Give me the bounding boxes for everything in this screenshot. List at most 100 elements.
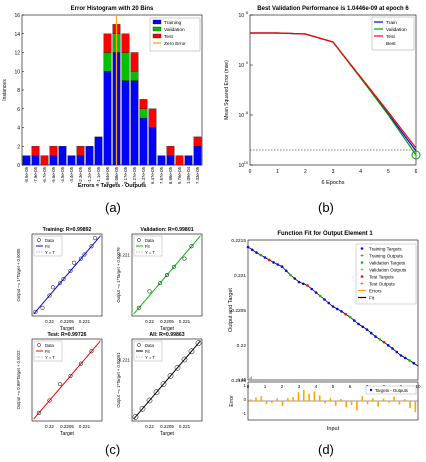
histogram-xlabel: Errors = Targets - Outputs [78, 183, 146, 189]
fit-target-marker [399, 354, 403, 357]
regression-fit-line [33, 235, 101, 315]
fit-target-marker [318, 294, 322, 298]
fit-xtick-label: 10 [415, 384, 421, 389]
histogram-bar-validation-13 [139, 108, 148, 119]
panel-c-regression: Training: R=0.99892 Output ~= 1*Target + … [16, 227, 203, 437]
legend-label-training: Training [164, 20, 181, 26]
performance-legend-label-best: Best [386, 41, 396, 47]
histogram-xtick-label: 2.08e-05 [114, 166, 119, 184]
regression-data-point [71, 260, 77, 265]
performance-ytick-label: 10 [238, 63, 244, 69]
fit-target-marker [391, 347, 394, 350]
performance-ytick-label: 10 [238, 13, 244, 19]
legend-swatch-validation [152, 26, 162, 32]
regression-fit-line [133, 340, 201, 420]
performance-xlabel: 6 Epochs [322, 180, 345, 186]
error-legend-swatch [369, 388, 373, 392]
histogram-xtick-label: 3.17e-05 [123, 166, 128, 184]
performance-xtick-label: 3 [332, 169, 335, 175]
histogram-bar-test-16 [166, 146, 175, 156]
regression-legend-label: Data [45, 343, 55, 348]
regression-legend-box [33, 235, 63, 257]
fit-target-marker [365, 328, 369, 331]
performance-xtick-label: 5 [387, 169, 390, 175]
fit-legend: Training Targets + Training Outputs Validat… [355, 243, 417, 305]
performance-legend-label-validation: Validation [386, 27, 407, 33]
fit-target-marker [255, 251, 258, 254]
legend-swatch-test [152, 33, 162, 39]
fit-legend-swatch [360, 261, 364, 264]
regression-legend-label: Y = T [45, 250, 55, 255]
histogram-title: Error Histogram with 20 Bins [71, 6, 154, 12]
performance-xtick-label: 4 [359, 169, 362, 175]
fit-target-marker [250, 248, 254, 252]
regression-title: Validation: R=0.99801 [140, 227, 193, 233]
regression-data-point [157, 281, 163, 286]
histogram-bar-training-15 [157, 155, 166, 166]
regression-legend-label: Fit [145, 349, 150, 354]
fit-target-marker [374, 335, 377, 338]
fit-legend-label: Test Outputs [369, 282, 395, 287]
fit-legend-label: Training Targets [369, 247, 402, 252]
performance-legend-label-test: Test [386, 34, 395, 40]
error-legend-label: Targets - Outputs [375, 388, 408, 393]
regression-data-point [68, 268, 73, 273]
performance-title: Best Validation Performance is 1.0446e-0… [257, 6, 409, 12]
performance-xtick-label: 1 [276, 169, 279, 175]
fit-ytick-label: 0.22 [237, 343, 247, 349]
fit-target-marker [348, 315, 352, 319]
regression-legend-box [33, 340, 63, 362]
histogram-bar-test-3 [49, 146, 58, 156]
histogram-ytick-label: 12 [14, 51, 20, 57]
histogram-xtick-label: 7.57e-05 [159, 166, 164, 184]
regression-legend-label: Data [45, 238, 55, 243]
fit-ytick-label: 0.2205 [231, 308, 246, 314]
regression-data-point [139, 405, 146, 412]
regression-legend-label: Y = T [145, 355, 155, 360]
performance-ytick-label: 10 [238, 163, 244, 169]
regression-legend-label: Fit [45, 349, 50, 354]
regression-data-point [78, 361, 84, 366]
regression-xlabel: Target [160, 326, 175, 332]
fit-target-marker [323, 298, 326, 301]
fit-xtick-label: 5 [332, 384, 335, 389]
regression-xtick-label: 0.22 [45, 319, 54, 324]
fit-target-marker [284, 269, 288, 273]
histogram-ylabel: Instances [2, 79, 8, 101]
histogram-xtick-label: -1.2e-05 [87, 166, 92, 183]
histogram-bar-training-9 [103, 71, 112, 166]
regression-data-point [181, 356, 188, 363]
performance-ytick-exponent: -5 [245, 111, 248, 115]
fit-xtick-label: 6 [349, 384, 352, 389]
performance-xtick-label: 0 [249, 169, 252, 175]
histogram-bar-validation-9 [103, 52, 112, 72]
performance-best-marker [411, 150, 421, 160]
histogram-bar-training-5 [67, 155, 76, 166]
regression-ylabel: Output ~= 1*Target + 0.00051 [116, 352, 121, 408]
histogram-xtick-label: 5.37e-05 [141, 166, 146, 184]
histogram-bar-training-14 [148, 127, 157, 166]
fit-target-marker [276, 263, 280, 266]
fit-target-marker [327, 301, 331, 305]
histogram-ytick-label: 0 [17, 163, 20, 169]
regression-data-point [146, 397, 153, 404]
legend-swatch-training [152, 19, 162, 25]
fit-target-marker [382, 340, 386, 344]
fit-target-marker [267, 258, 271, 262]
regression-ylabel: Output ~= 0.99*Target + 0.0022 [16, 350, 21, 409]
regression-title: All: R=0.99863 [149, 332, 184, 338]
histogram-xtick-label: 6.47e-05 [150, 166, 155, 184]
regression-data-point [57, 281, 63, 286]
histogram-ytick-label: 4 [17, 126, 20, 132]
regression-xlabel: Target [160, 431, 175, 437]
histogram-bar-test-1 [31, 146, 40, 156]
regression-data-point [89, 349, 94, 354]
fit-legend-swatch: + [360, 254, 364, 260]
regression-xtick-label: 0.22 [45, 424, 54, 429]
histogram-bar-training-3 [49, 155, 58, 166]
histogram-xtick-label: -6.7e-05 [42, 166, 47, 183]
regression-data-point [153, 389, 160, 396]
caption-c: (c) [105, 442, 120, 457]
